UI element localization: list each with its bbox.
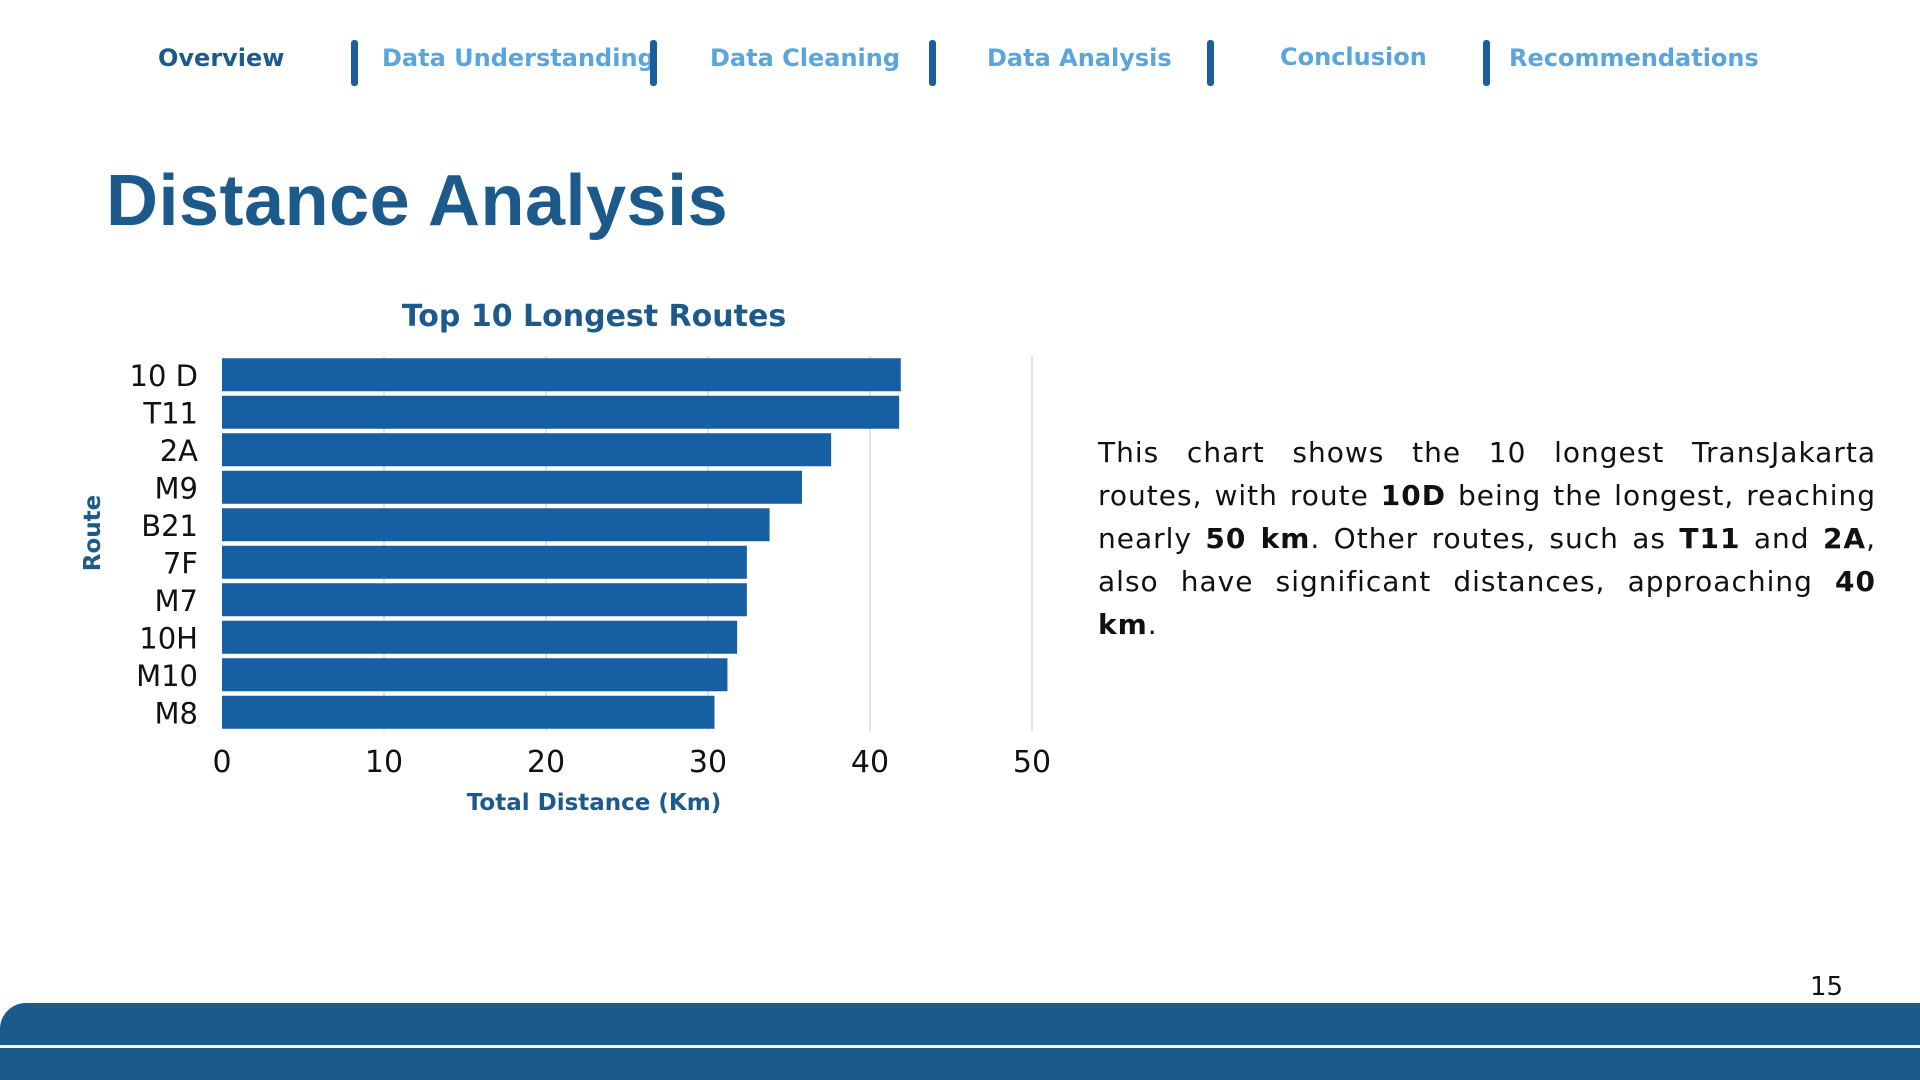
chart-description: This chart shows the 10 longest TransJak… (1098, 431, 1876, 646)
nav-conclusion[interactable]: Conclusion (1280, 43, 1427, 71)
nav-separator (650, 40, 657, 86)
description-text: and (1740, 522, 1823, 555)
footer-band (0, 1003, 1920, 1080)
footer-divider (0, 1045, 1920, 1048)
description-highlight: 10D (1380, 479, 1446, 512)
bar (222, 583, 747, 617)
y-tick-label: T11 (142, 396, 198, 430)
nav-overview[interactable]: Overview (158, 44, 285, 72)
description-text: being the longest, reaching nearly (1098, 479, 1876, 555)
y-tick-label: M8 (155, 696, 198, 730)
nav-data-understanding[interactable]: Data Understanding (382, 44, 655, 72)
description-highlight: T11 (1679, 522, 1741, 555)
bar (222, 695, 715, 729)
x-tick-label: 50 (1013, 745, 1051, 780)
nav-separator (1207, 40, 1214, 86)
x-tick-label: 30 (689, 745, 727, 780)
chart-title: Top 10 Longest Routes (402, 299, 786, 334)
y-tick-label: 2A (160, 434, 198, 468)
bar (222, 508, 770, 542)
bar (222, 395, 900, 429)
description-highlight: 2A (1822, 522, 1867, 555)
x-tick-label: 0 (212, 745, 231, 780)
x-tick-label: 20 (527, 745, 565, 780)
bar (222, 620, 738, 654)
y-tick-label: M9 (155, 471, 198, 505)
nav-data-cleaning[interactable]: Data Cleaning (710, 44, 901, 72)
y-tick-label: 7F (163, 546, 198, 580)
description-text: . (1147, 608, 1158, 641)
nav-recommendations[interactable]: Recommendations (1509, 44, 1759, 72)
description-text: This chart shows the 10 longest TransJak… (1098, 436, 1876, 512)
y-tick-label: 10H (139, 621, 198, 655)
bar (222, 358, 901, 392)
x-tick-label: 40 (851, 745, 889, 780)
nav-separator (1483, 40, 1490, 86)
bar (222, 433, 832, 467)
nav-separator (351, 40, 358, 86)
y-tick-label: M7 (155, 584, 198, 618)
bar (222, 658, 728, 692)
description-highlight: 50 km (1205, 522, 1311, 555)
bar (222, 470, 802, 504)
y-tick-label: M10 (136, 659, 198, 693)
y-axis-label: Route (80, 495, 106, 571)
description-text: , also have significant distances, appro… (1098, 522, 1876, 598)
y-tick-label: 10 D (130, 359, 198, 393)
x-axis-label: Total Distance (Km) (467, 790, 721, 816)
bar (222, 545, 747, 579)
nav-separator (929, 40, 936, 86)
y-tick-label: B21 (141, 509, 198, 543)
x-tick-label: 10 (365, 745, 403, 780)
page-title: Distance Analysis (106, 161, 729, 241)
page-number: 15 (1810, 972, 1844, 1002)
description-text: . Other routes, such as (1310, 522, 1680, 555)
description-highlight: 40 km (1098, 565, 1876, 641)
nav-data-analysis[interactable]: Data Analysis (987, 44, 1172, 72)
